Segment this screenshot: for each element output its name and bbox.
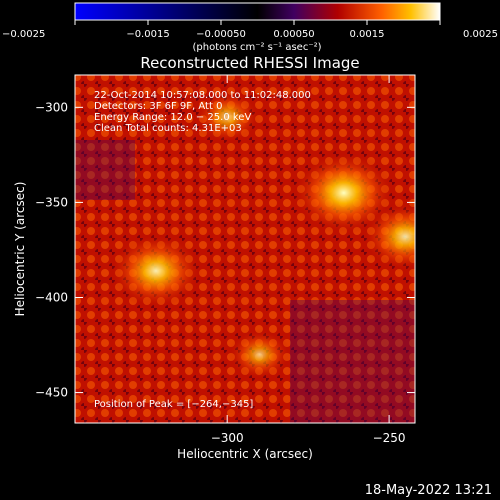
chart-title: Reconstructed RHESSI Image	[140, 54, 359, 72]
y-axis-ticks: −300 −350 −400 −450	[35, 100, 415, 400]
y-axis-label: Heliocentric Y (arcsec)	[13, 182, 27, 317]
annotation-detectors: Detectors: 3F 6F 9F, Att 0	[94, 101, 222, 112]
source-2	[361, 201, 415, 272]
y-tick-label-2: −400	[35, 290, 68, 304]
date-stamp: 18-May-2022 13:21	[365, 483, 492, 498]
source-4	[482, 78, 500, 137]
plot-frame	[74, 74, 416, 424]
x-tick-label-0: −300	[211, 431, 244, 445]
colorbar-tick-label-0: −0.0025	[2, 29, 45, 40]
annotation-peak: Position of Peak = [−264,−345]	[94, 399, 253, 410]
y-tick-label-1: −350	[35, 195, 68, 209]
dark-region-2	[75, 140, 135, 200]
annotation-time: 22-Oct-2014 10:57:08.000 to 11:02:48.000	[94, 90, 311, 101]
colorbar-ticks: −0.0025 −0.0015 −0.00050 0.00050 0.0015 0.002…	[2, 20, 498, 40]
annotation-energy: Energy Range: 12.0 − 25.0 keV	[94, 112, 251, 123]
image-area	[75, 75, 500, 423]
colorbar: −0.0025 −0.0015 −0.00050 0.00050 0.0015 0.002…	[2, 2, 498, 53]
x-axis-label: Heliocentric X (arcsec)	[177, 447, 313, 461]
colorbar-tick-label-4: 0.0015	[350, 29, 385, 40]
y-tick-label-3: −450	[35, 386, 68, 400]
source-6	[227, 329, 292, 380]
annotation-counts: Clean Total counts: 4.31E+03	[94, 123, 242, 134]
y-tick-label-0: −300	[35, 100, 68, 114]
colorbar-unit-label: (photons cm⁻² s⁻¹ asec⁻²)	[192, 42, 321, 53]
source-5	[193, 90, 261, 144]
colorbar-tick-label-2: −0.00050	[196, 29, 246, 40]
dark-region	[290, 300, 415, 423]
source-1	[109, 233, 203, 309]
colorbar-rect	[74, 2, 441, 21]
colorbar-tick-label-5: 0.0025	[463, 29, 498, 40]
sources	[109, 78, 500, 380]
source-0	[291, 151, 396, 235]
x-tick-label-1: −250	[373, 431, 406, 445]
x-axis-ticks: −300−250−200	[211, 75, 406, 445]
source-3	[496, 181, 500, 242]
colorbar-tick-label-3: 0.00050	[273, 29, 314, 40]
colorbar-tick-label-1: −0.0015	[126, 29, 169, 40]
